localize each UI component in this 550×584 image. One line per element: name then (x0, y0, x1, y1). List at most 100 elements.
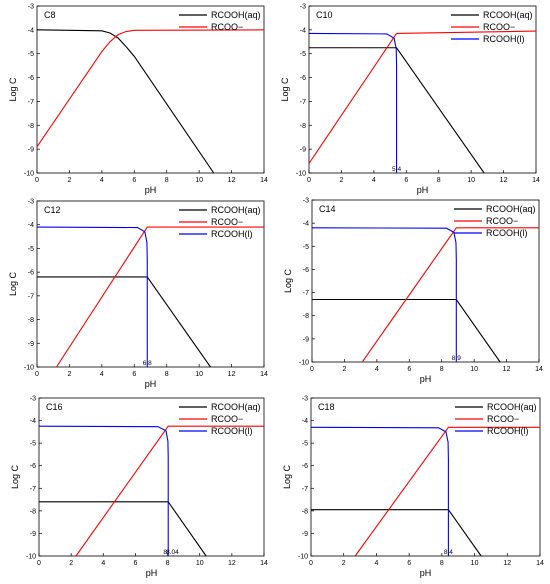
x-tick-label: 8 (440, 366, 444, 373)
x-tick-label: 6 (404, 177, 408, 184)
x-tick-label: 4 (100, 177, 104, 184)
x-tick-label: 10 (195, 371, 203, 378)
y-tick-label: -7 (28, 99, 34, 106)
plot-frame (310, 397, 541, 557)
y-axis-label: Log C (283, 268, 293, 293)
y-tick-label: -8 (300, 123, 306, 130)
y-tick-label: -7 (303, 290, 309, 297)
y-tick-label: -3 (302, 396, 308, 403)
legend-label: RCOOH(aq) (211, 10, 261, 20)
plot-frame (311, 199, 540, 363)
y-tick-label: -9 (303, 336, 309, 343)
panel-title: C10 (316, 10, 333, 20)
x-tick-label: 6 (407, 366, 411, 373)
panel-title: C14 (319, 204, 336, 214)
x-tick-label: 0 (307, 177, 311, 184)
series-line-0 (312, 298, 501, 362)
x-tick-label: 6 (133, 560, 137, 567)
y-tick-label: -3 (300, 4, 306, 11)
panel-title: C18 (318, 402, 335, 412)
chart-panel-c8: 0 2 4 6 8 10 12 14 -3 -4 -5 -6 -7 -8 -9 -10 pH Log C C8 RCO… (8, 4, 268, 196)
x-tick-label: 14 (536, 560, 544, 567)
y-tick-label: -5 (28, 51, 34, 58)
x-tick-label: 14 (260, 560, 268, 567)
legend-label: RCOOH(l) (211, 229, 253, 239)
y-tick-label: -7 (302, 486, 308, 493)
x-axis-label: pH (146, 568, 158, 578)
x-tick-label: 0 (310, 366, 314, 373)
x-tick-label: 2 (342, 366, 346, 373)
legend-label: RCOO− (211, 414, 243, 424)
x-tick-label: 12 (500, 177, 508, 184)
chart-panel-c18: 0 2 4 6 8 10 12 14 -3 -4 -5 -6 -7 -8 -9 -10 pH Log C C18 RC… (282, 396, 544, 579)
x-tick-label: 14 (260, 177, 268, 184)
legend-label: RCOOH(aq) (483, 10, 533, 20)
y-tick-label: -3 (303, 198, 309, 205)
y-tick-label: -9 (28, 341, 34, 348)
y-tick-label: -8 (302, 508, 308, 515)
x-tick-label: 10 (196, 560, 204, 567)
x-tick-label: 12 (503, 366, 511, 373)
legend-label: RCOOH(l) (486, 228, 528, 238)
panels: 0 2 4 6 8 10 12 14 -3 -4 -5 -6 -7 -8 -9 -10 pH Log C C8 RCO… (8, 4, 544, 579)
series-line-0 (37, 29, 215, 173)
x-annotation: 5.4 (392, 166, 401, 173)
x-tick-label: 4 (372, 177, 376, 184)
y-tick-label: -6 (28, 270, 34, 277)
y-tick-label: -8 (30, 508, 36, 515)
x-tick-label: 12 (228, 560, 236, 567)
series-line-0 (37, 276, 211, 367)
legend-label: RCOOH(aq) (211, 205, 261, 215)
chart-panel-c12: 0 2 4 6 8 10 12 14 -3 -4 -5 -6 -7 -8 -9 -10 pH Log C C12 RC… (8, 199, 268, 390)
plot-frame (308, 5, 537, 174)
y-axis-label: Log C (280, 77, 290, 102)
x-tick-label: 6 (132, 177, 136, 184)
series-line-2 (39, 425, 169, 556)
x-tick-label: 0 (309, 560, 313, 567)
series-line-2 (309, 32, 398, 173)
y-tick-label: -6 (30, 463, 36, 470)
y-tick-label: -7 (28, 293, 34, 300)
x-tick-label: 14 (260, 371, 268, 378)
y-tick-label: -9 (28, 147, 34, 154)
x-tick-label: 12 (228, 371, 236, 378)
x-tick-label: 8 (165, 371, 169, 378)
y-tick-label: -10 (296, 171, 306, 178)
legend-label: RCOOH(l) (487, 426, 529, 436)
y-tick-label: -8 (28, 123, 34, 130)
y-tick-label: -10 (299, 360, 309, 367)
panel-title: C12 (44, 205, 61, 215)
x-annotation: 6.8 (143, 360, 152, 367)
y-tick-label: -3 (28, 4, 34, 11)
chart-panel-c16: 0 2 4 6 8 10 12 14 -3 -4 -5 -6 -7 -8 -9 -10 pH Log C C16 RC… (10, 396, 268, 579)
x-tick-label: 0 (35, 371, 39, 378)
x-axis-label: pH (145, 185, 157, 195)
y-tick-label: -9 (30, 531, 36, 538)
series-line-2 (37, 226, 148, 367)
x-tick-label: 10 (470, 366, 478, 373)
y-tick-label: -4 (28, 222, 34, 229)
y-tick-label: -6 (28, 75, 34, 82)
y-tick-label: -3 (28, 199, 34, 206)
x-tick-label: 8 (165, 177, 169, 184)
legend-label: RCOOH(l) (211, 426, 253, 436)
y-tick-label: -8 (303, 313, 309, 320)
legend-label: RCOOH(aq) (487, 402, 537, 412)
x-annotation: 8.04 (166, 549, 179, 556)
y-tick-label: -5 (303, 244, 309, 251)
x-tick-label: 2 (67, 371, 71, 378)
y-axis-label: Log C (8, 271, 18, 296)
y-tick-label: -4 (303, 221, 309, 228)
y-tick-label: -7 (300, 99, 306, 106)
legend-label: RCOO− (211, 217, 243, 227)
series-line-2 (312, 227, 457, 362)
x-tick-label: 4 (375, 366, 379, 373)
y-tick-label: -6 (302, 463, 308, 470)
y-tick-label: -4 (30, 418, 36, 425)
y-axis-label: Log C (10, 464, 20, 489)
x-tick-label: 8 (440, 560, 444, 567)
x-axis-label: pH (417, 185, 429, 195)
y-tick-label: -5 (300, 51, 306, 58)
y-tick-label: -4 (302, 418, 308, 425)
